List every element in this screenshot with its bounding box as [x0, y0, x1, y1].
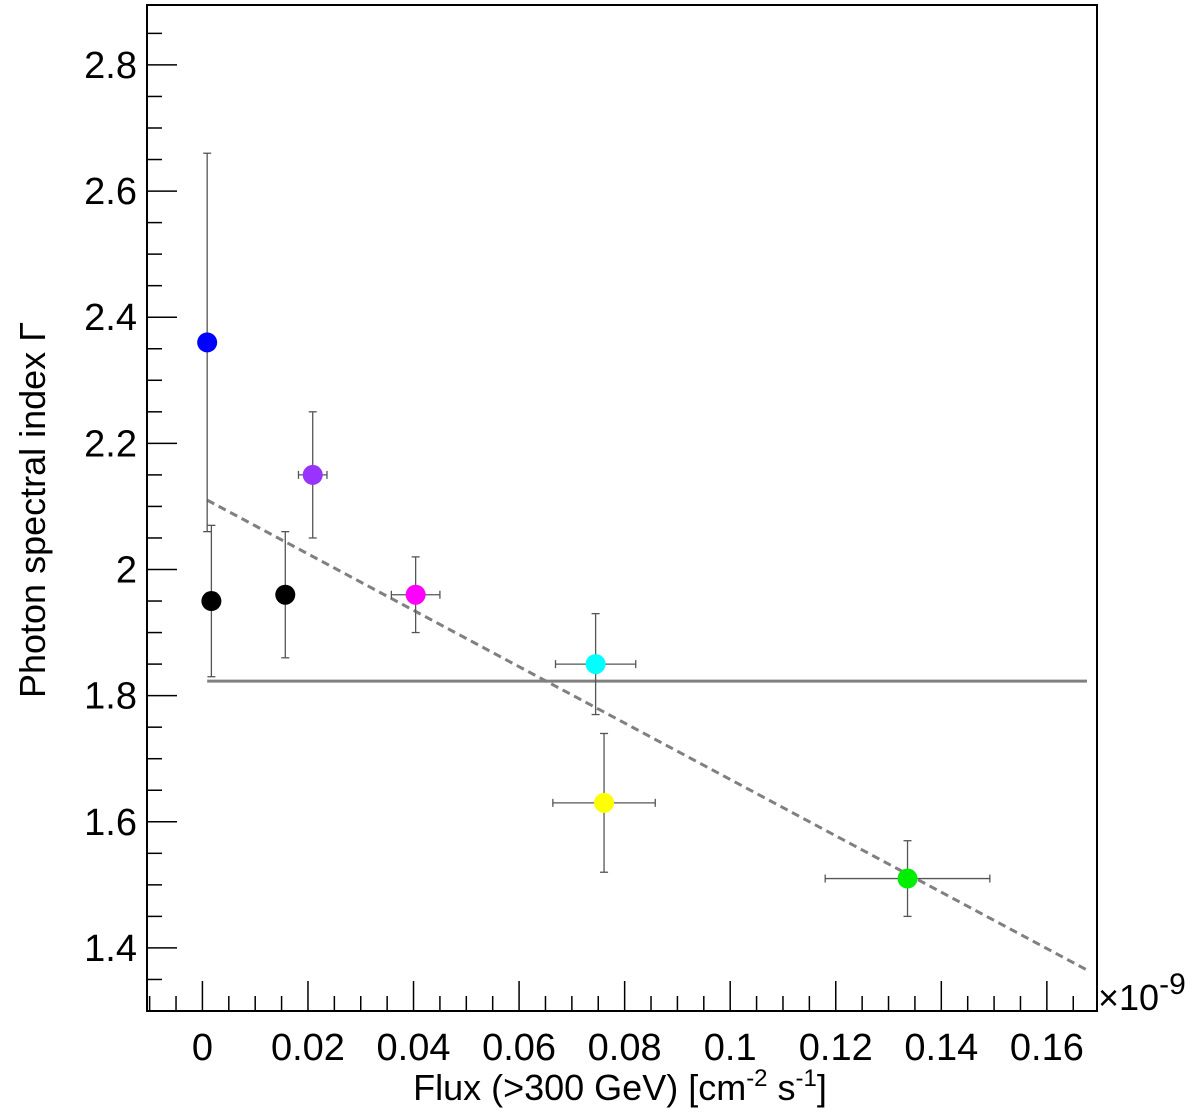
axis-ticks	[147, 32, 1074, 1011]
x-tick-label: 0.08	[588, 1027, 662, 1069]
data-points	[197, 332, 918, 889]
data-point	[201, 591, 222, 612]
x-tick-labels: 0 0.02 0.04 0.06 0.08 0.1 0.12 0.14 0.16	[192, 1027, 1084, 1069]
x-axis-multiplier: ×10-9	[1098, 968, 1186, 1018]
x-axis-title: Flux (>300 GeV) [cm-2 s-1]	[413, 1065, 827, 1108]
x-tick-label: 0	[192, 1027, 213, 1069]
y-tick-label: 1.8	[84, 676, 137, 718]
y-tick-label: 1.4	[84, 928, 137, 970]
y-axis-title: Photon spectral index Γ	[12, 322, 53, 698]
y-tick-label: 2.6	[84, 171, 137, 213]
data-point	[197, 332, 218, 353]
x-tick-label: 0.02	[271, 1027, 345, 1069]
data-point	[275, 584, 296, 605]
data-point	[585, 654, 606, 675]
data-point	[897, 868, 918, 889]
data-point	[405, 584, 426, 605]
y-tick-label: 2.8	[84, 45, 137, 87]
data-point	[302, 464, 323, 485]
dashed-fit-line	[206, 498, 1088, 972]
x-tick-label: 0.16	[1010, 1027, 1084, 1069]
x-tick-label: 0.04	[377, 1027, 451, 1069]
data-point	[594, 792, 615, 813]
y-tick-label: 1.6	[84, 802, 137, 844]
plot-frame	[146, 4, 1098, 1012]
x-tick-label: 0.12	[799, 1027, 873, 1069]
fit-lines	[206, 498, 1088, 972]
y-tick-label: 2	[116, 549, 137, 591]
y-tick-label: 2.2	[84, 423, 137, 465]
x-tick-label: 0.06	[482, 1027, 556, 1069]
y-tick-labels: 1.4 1.6 1.8 2 2.2 2.4 2.6 2.8	[84, 45, 137, 970]
x-tick-label: 0.1	[704, 1027, 757, 1069]
x-tick-label: 0.14	[904, 1027, 978, 1069]
y-tick-label: 2.4	[84, 297, 137, 339]
